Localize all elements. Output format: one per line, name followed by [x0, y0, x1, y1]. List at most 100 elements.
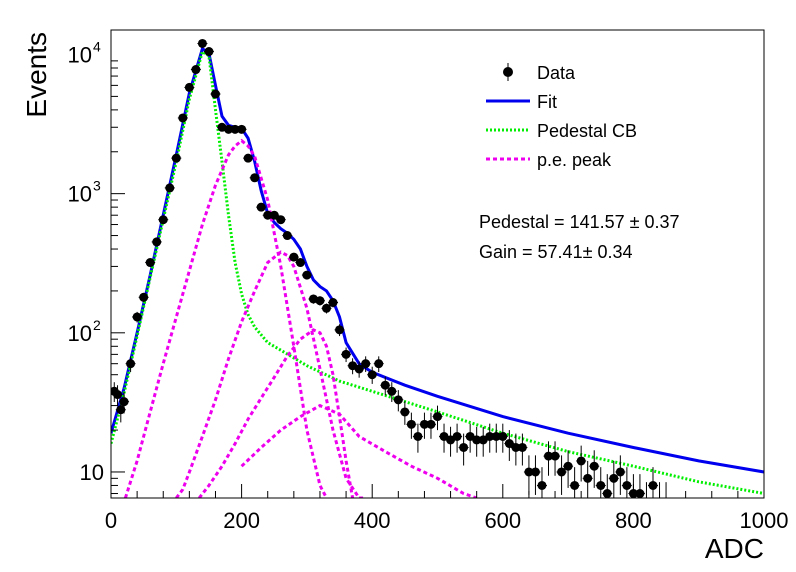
p-e-peak-2-curve [175, 250, 366, 498]
legend-entry: Data [503, 63, 576, 83]
data-point [190, 65, 201, 75]
data-marker [282, 231, 292, 241]
pedestal-cb-curve [111, 49, 764, 495]
data-marker [517, 442, 527, 452]
data-point [341, 347, 352, 363]
legend: Data Fit Pedestal CB p.e. peak [486, 63, 637, 170]
data-marker [635, 489, 645, 498]
data-marker [609, 473, 619, 483]
data-point [249, 173, 260, 183]
curves-layer [111, 46, 764, 498]
data-marker [113, 390, 123, 400]
y-tick-exponent: 3 [93, 178, 101, 194]
data-marker [622, 480, 632, 490]
data-marker [184, 82, 194, 92]
data-point [432, 405, 443, 431]
data-marker [596, 480, 606, 490]
data-marker [537, 480, 547, 490]
data-marker [583, 473, 593, 483]
data-point [138, 292, 149, 302]
data-marker [224, 124, 234, 134]
data-point [621, 467, 632, 498]
data-marker [361, 359, 371, 369]
data-point [243, 153, 254, 163]
data-point [536, 467, 547, 498]
data-marker [524, 467, 534, 477]
data-marker [119, 397, 129, 407]
data-point [465, 423, 476, 453]
data-marker [615, 467, 625, 477]
data-marker [433, 412, 442, 422]
data-marker [289, 252, 299, 262]
legend-marker [503, 67, 513, 77]
data-marker [550, 451, 560, 461]
data-marker [530, 467, 540, 477]
data-point [373, 356, 384, 373]
data-point [275, 215, 286, 225]
data-marker [145, 258, 155, 268]
data-marker [557, 467, 567, 477]
p-e-peak-3-curve [198, 328, 355, 498]
data-marker [459, 442, 469, 452]
data-point [550, 441, 561, 476]
data-point [406, 412, 417, 439]
data-points-layer [111, 38, 667, 498]
y-tick-exponent: 4 [93, 39, 101, 55]
data-marker [126, 359, 136, 369]
y-axis-label: Events [21, 32, 52, 118]
data-point [328, 298, 339, 308]
data-marker [321, 303, 331, 313]
data-point [647, 467, 658, 498]
data-marker [139, 292, 149, 302]
data-point [569, 467, 580, 498]
data-marker [328, 298, 338, 308]
data-point [582, 460, 593, 498]
data-marker [204, 47, 214, 57]
data-marker [210, 89, 220, 99]
data-point [386, 382, 397, 402]
data-point [321, 303, 332, 314]
fit-curve [111, 46, 764, 474]
data-marker [406, 419, 416, 429]
data-marker [563, 461, 573, 471]
data-marker [191, 65, 201, 75]
data-marker [452, 431, 462, 441]
legend-entry: Pedestal CB [486, 121, 637, 141]
data-point [295, 258, 306, 268]
data-point [367, 366, 378, 384]
data-marker [413, 431, 423, 441]
x-tick-label: 200 [223, 508, 260, 533]
data-point [360, 356, 371, 373]
data-point [517, 433, 528, 466]
data-marker [374, 359, 384, 369]
data-point [119, 391, 130, 414]
data-point [380, 376, 391, 396]
data-point [530, 455, 541, 495]
data-point [210, 89, 221, 99]
data-point [595, 467, 606, 498]
data-marker [276, 215, 286, 225]
data-marker [197, 38, 207, 48]
data-marker [485, 431, 495, 441]
x-tick-label: 600 [484, 508, 521, 533]
data-marker [243, 153, 253, 163]
y-tick-label: 10 [80, 460, 104, 485]
data-point [171, 153, 182, 163]
data-point [393, 390, 404, 412]
data-point [236, 124, 247, 134]
legend-entry: p.e. peak [486, 150, 612, 170]
data-point [269, 210, 280, 220]
data-marker [380, 380, 390, 390]
data-point [301, 270, 312, 280]
data-point [256, 202, 267, 212]
data-marker [472, 435, 482, 445]
data-marker [544, 451, 554, 461]
data-point [197, 38, 208, 48]
data-marker [491, 431, 501, 441]
legend-label: Pedestal CB [537, 121, 637, 141]
data-marker [302, 270, 312, 280]
data-point [151, 237, 162, 247]
data-marker [576, 456, 586, 466]
x-tick-label: 1000 [740, 508, 789, 533]
